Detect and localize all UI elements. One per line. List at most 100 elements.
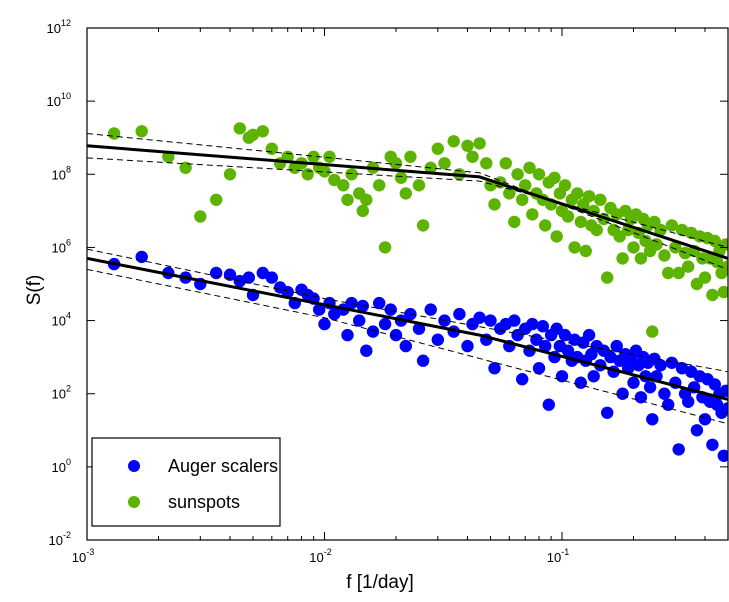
data-point — [698, 271, 712, 284]
data-point — [378, 241, 392, 254]
data-point — [341, 193, 354, 206]
data-point — [634, 391, 648, 404]
data-point — [399, 187, 412, 200]
data-point — [616, 252, 629, 265]
data-point — [242, 271, 255, 284]
fit-line-5 — [87, 268, 728, 425]
data-point — [424, 303, 437, 316]
data-point — [256, 125, 269, 138]
data-point — [412, 179, 426, 192]
data-point — [337, 179, 350, 192]
data-point — [672, 443, 685, 456]
data-point — [610, 339, 623, 353]
data-point — [307, 150, 320, 163]
data-point — [662, 398, 675, 411]
data-point — [708, 234, 721, 248]
data-point — [389, 157, 403, 170]
data-point — [613, 230, 626, 243]
data-point — [582, 190, 596, 203]
data-point — [646, 325, 659, 338]
data-point — [473, 311, 486, 324]
data-point — [634, 252, 648, 265]
data-point — [384, 303, 397, 316]
data-point — [568, 241, 581, 254]
data-point — [561, 344, 575, 357]
data-point — [650, 238, 663, 251]
data-point — [672, 266, 685, 280]
data-point — [488, 362, 501, 375]
data-point — [394, 171, 408, 184]
fit-line-1 — [87, 133, 728, 270]
axes-frame — [86, 27, 729, 541]
data-point — [313, 303, 326, 316]
data-point — [281, 285, 294, 299]
legend: Auger scalers sunspots — [91, 437, 281, 527]
data-point — [539, 339, 552, 353]
data-point — [356, 204, 369, 218]
data-point — [579, 244, 592, 258]
data-point — [516, 193, 529, 206]
data-point — [519, 179, 532, 192]
data-point — [461, 339, 474, 353]
data-point — [690, 424, 704, 437]
data-point — [404, 150, 417, 163]
data-point — [345, 168, 358, 181]
data-point — [627, 241, 640, 254]
data-point — [658, 249, 671, 262]
data-point — [571, 187, 584, 200]
data-point — [516, 373, 529, 386]
legend-box — [91, 437, 281, 527]
data-point — [654, 359, 667, 372]
data-point — [658, 387, 671, 400]
data-point — [548, 171, 561, 184]
fit-line-0 — [87, 144, 728, 260]
data-point — [550, 230, 563, 243]
data-point — [416, 219, 430, 232]
x-tick-label: 10-3 — [72, 547, 94, 565]
data-point — [698, 413, 712, 426]
data-point — [301, 168, 314, 181]
data-point — [194, 210, 207, 223]
x-tick-label: 10-1 — [547, 547, 569, 565]
data-point — [323, 150, 336, 163]
legend-marker-sunspots — [128, 496, 140, 508]
data-point — [107, 127, 121, 140]
data-point — [601, 271, 614, 284]
data-point — [682, 260, 695, 273]
data-point — [555, 370, 569, 383]
data-point — [574, 376, 587, 389]
data-point — [710, 255, 724, 269]
data-point — [210, 266, 223, 280]
fit-line-2 — [87, 157, 728, 248]
data-point — [627, 376, 640, 389]
data-point — [582, 328, 596, 342]
data-point — [416, 354, 430, 367]
data-point — [523, 161, 536, 174]
data-point — [526, 317, 539, 331]
data-point — [210, 193, 223, 206]
y-tick-label: 108 — [52, 164, 71, 182]
data-point — [328, 173, 341, 187]
y-tick-label: 1012 — [47, 18, 71, 36]
data-point — [717, 449, 728, 462]
data-point — [135, 125, 148, 138]
x-tick-label: 10-2 — [309, 547, 331, 565]
data-point — [511, 168, 524, 181]
data-point — [643, 381, 657, 394]
data-point — [532, 362, 546, 375]
data-point — [665, 356, 678, 369]
data-point — [480, 157, 493, 170]
data-point — [587, 370, 600, 383]
data-point — [360, 344, 373, 357]
data-point — [447, 135, 460, 148]
data-point — [461, 139, 474, 152]
data-point — [265, 271, 278, 284]
data-point — [503, 187, 516, 200]
data-point — [404, 307, 417, 321]
legend-label-auger: Auger scalers — [168, 456, 278, 476]
data-point — [558, 179, 572, 192]
data-point — [246, 128, 260, 141]
data-point — [318, 317, 331, 331]
y-tick-label: 10-2 — [49, 530, 71, 548]
data-point — [318, 165, 331, 178]
